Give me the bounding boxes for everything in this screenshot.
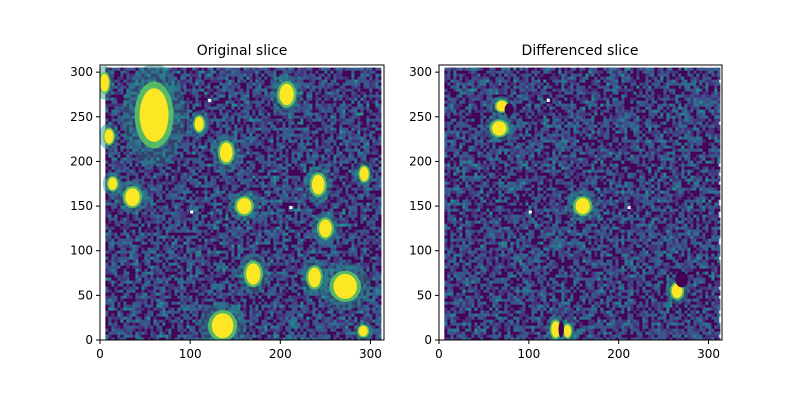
differenced-slice-ticks: 0 100 200 300 0 50 100 150 200 250 300 — [409, 65, 720, 361]
original-slice-source — [319, 219, 332, 238]
differenced-slice-y-tick-label: 200 — [409, 154, 432, 168]
differenced-slice-source — [496, 100, 508, 112]
original-slice-x-tick-label: 200 — [269, 347, 292, 361]
differenced-slice-negative-residual — [504, 103, 514, 116]
differenced-slice-source — [563, 324, 572, 338]
original-slice-x-tick-label: 100 — [179, 347, 202, 361]
differenced-slice-x-tick-label: 300 — [697, 347, 720, 361]
differenced-slice-panel: Differenced slice 0 100 200 300 0 50 100 150 200… — [409, 43, 723, 361]
differenced-slice-masked-pixel — [528, 210, 532, 214]
differenced-slice-x-tick-label: 100 — [517, 347, 540, 361]
differenced-slice-y-tick-label: 100 — [409, 244, 432, 258]
original-slice-y-tick-label: 200 — [70, 154, 93, 168]
differenced-slice-source — [671, 283, 683, 299]
original-slice-source — [311, 174, 325, 195]
original-slice-axes-frame — [99, 64, 385, 341]
original-slice-source — [279, 83, 294, 106]
original-slice-ticks: 0 100 200 300 0 50 100 150 200 250 300 — [70, 65, 382, 361]
original-slice-source — [333, 273, 357, 299]
differenced-slice-masked-pixel — [546, 98, 550, 102]
differenced-slice-noise — [444, 67, 721, 340]
original-slice-masked-pixel — [190, 210, 194, 214]
original-slice-source — [100, 73, 110, 92]
original-slice-masked-pixel — [208, 98, 212, 102]
differenced-slice-negative-residual — [558, 321, 564, 338]
original-slice-y-tick-label: 300 — [70, 65, 93, 79]
differenced-slice-y-tick-label: 300 — [409, 65, 432, 79]
differenced-slice-x-tick-label: 200 — [607, 347, 630, 361]
original-slice-source — [108, 177, 118, 190]
differenced-slice-source — [575, 198, 590, 215]
original-slice-x-tick-label: 0 — [96, 347, 104, 361]
differenced-slice-y-tick-label: 250 — [409, 110, 432, 124]
original-slice-panel: Original slice 0 100 200 300 0 50 100 150 200 250… — [70, 43, 385, 361]
original-slice-source — [139, 88, 169, 142]
original-slice-source — [358, 325, 368, 337]
original-slice-noise — [105, 67, 382, 340]
original-slice-source — [125, 188, 140, 207]
differenced-slice-y-tick-label: 150 — [409, 199, 432, 213]
differenced-slice-title: Differenced slice — [522, 43, 639, 59]
original-slice-source — [359, 166, 369, 182]
original-slice-source — [237, 198, 252, 215]
original-slice-image — [100, 65, 382, 340]
original-slice-y-tick-label: 150 — [70, 199, 93, 213]
original-slice-source — [308, 267, 321, 288]
original-slice-source — [246, 263, 261, 285]
original-slice-x-tick-label: 300 — [359, 347, 382, 361]
original-slice-source — [104, 129, 114, 144]
original-slice-y-tick-label: 50 — [78, 288, 93, 302]
original-slice-masked-pixel — [289, 206, 293, 210]
original-slice-y-tick-label: 0 — [85, 333, 93, 347]
original-slice-source — [194, 116, 204, 132]
differenced-slice-y-tick-label: 0 — [424, 333, 432, 347]
differenced-slice-source — [492, 121, 507, 136]
differenced-slice-negative-residual — [675, 271, 688, 288]
differenced-slice-axes-frame — [438, 64, 723, 341]
original-slice-source — [219, 142, 233, 163]
differenced-slice-source — [551, 321, 561, 338]
differenced-slice-masked-pixel — [627, 206, 631, 210]
original-slice-title: Original slice — [197, 43, 288, 59]
differenced-slice-image — [444, 67, 721, 340]
original-slice-y-tick-label: 100 — [70, 244, 93, 258]
original-slice-y-tick-label: 250 — [70, 110, 93, 124]
differenced-slice-y-tick-label: 50 — [417, 288, 432, 302]
differenced-slice-x-tick-label: 0 — [435, 347, 443, 361]
original-slice-source — [211, 313, 234, 339]
